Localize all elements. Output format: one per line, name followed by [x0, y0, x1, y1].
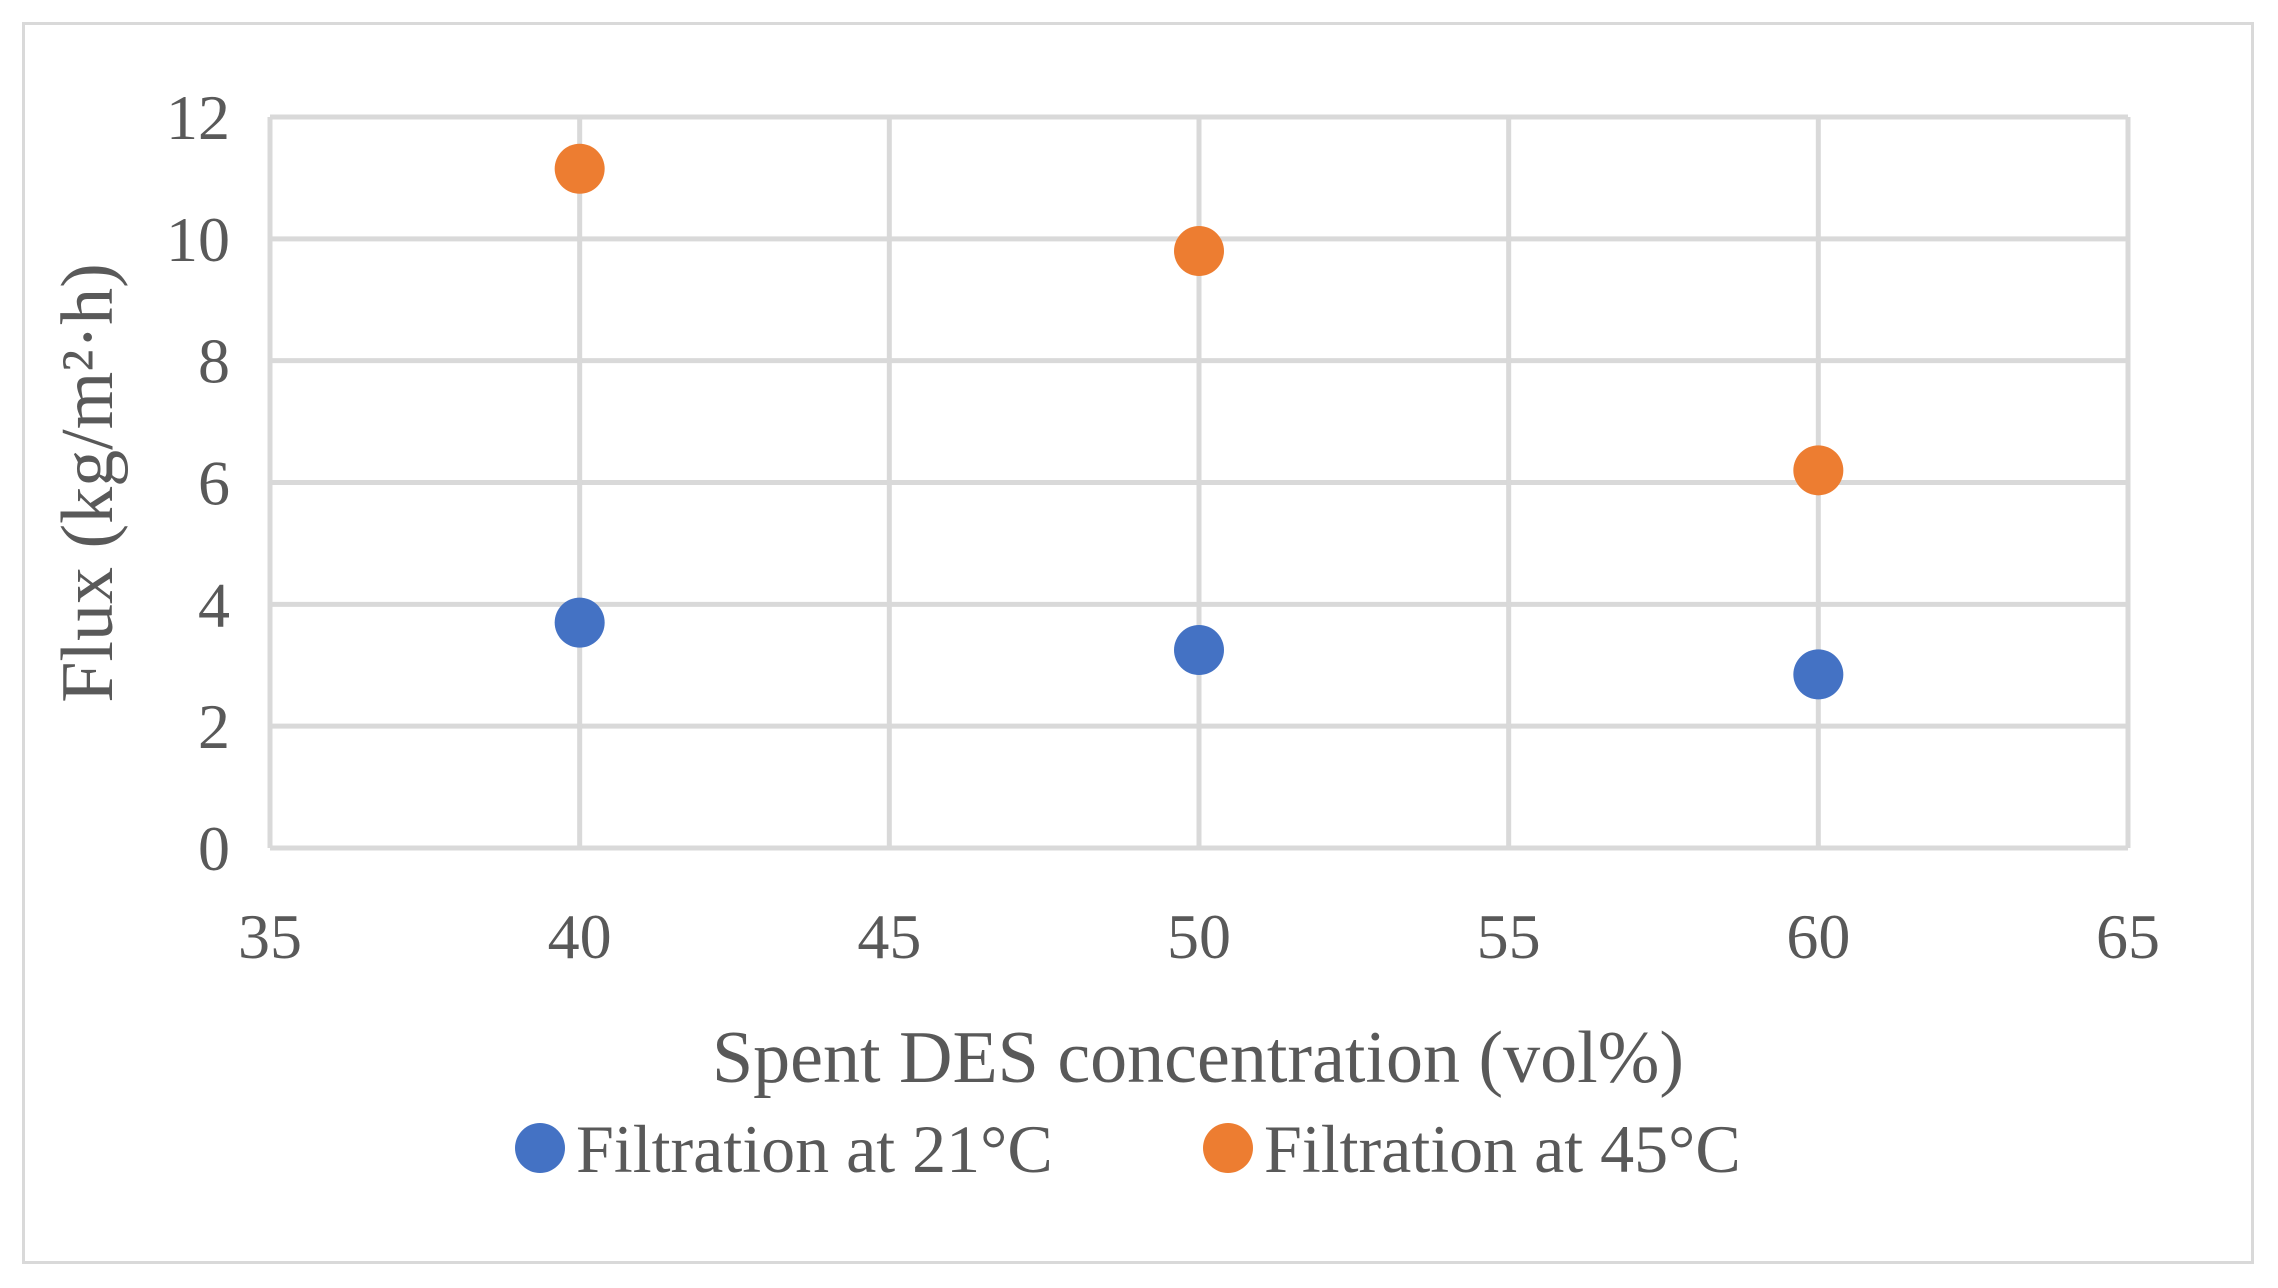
data-point-series-2-1: [554, 143, 605, 194]
y-axis-title: Flux (kg/m²·h): [47, 263, 129, 702]
y-tick-label: 2: [198, 691, 230, 762]
y-tick-label: 10: [166, 204, 230, 275]
y-tick-label: 12: [166, 82, 230, 153]
y-tick-label: 6: [198, 448, 230, 519]
x-tick-label: 35: [238, 901, 302, 972]
data-point-layer: [554, 143, 1844, 700]
legend-label: Filtration at 45°C: [1264, 1111, 1741, 1187]
data-point-series-2-3: [1793, 445, 1844, 496]
legend: Filtration at 21°C Filtration at 45°C: [515, 1111, 1741, 1187]
x-axis-title: Spent DES concentration (vol%): [712, 1017, 1684, 1099]
legend-item-1: Filtration at 21°C: [515, 1111, 1053, 1187]
x-tick-label: 60: [1786, 901, 1850, 972]
data-point-series-1-3: [1793, 649, 1844, 700]
x-tick-label: 45: [857, 901, 921, 972]
data-point-series-1-2: [1174, 625, 1224, 676]
x-tick-label: 50: [1167, 901, 1231, 972]
y-tick-label: 8: [198, 326, 230, 397]
tick-label-layer: 0 2 4 6 8 10 12 35 40 45 50 55 60 65: [166, 82, 2160, 972]
legend-item-2: Filtration at 45°C: [1203, 1111, 1741, 1187]
data-point-series-2-2: [1174, 226, 1224, 277]
y-tick-label: 0: [198, 813, 230, 884]
chart-frame: [22, 22, 2254, 1264]
x-tick-label: 65: [2096, 901, 2160, 972]
y-tick-label: 4: [198, 569, 230, 640]
x-tick-label: 55: [1477, 901, 1541, 972]
x-tick-label: 40: [548, 901, 612, 972]
data-point-series-1-1: [554, 597, 605, 648]
legend-marker: [515, 1123, 565, 1173]
legend-marker: [1203, 1123, 1253, 1173]
legend-label: Filtration at 21°C: [576, 1111, 1053, 1187]
